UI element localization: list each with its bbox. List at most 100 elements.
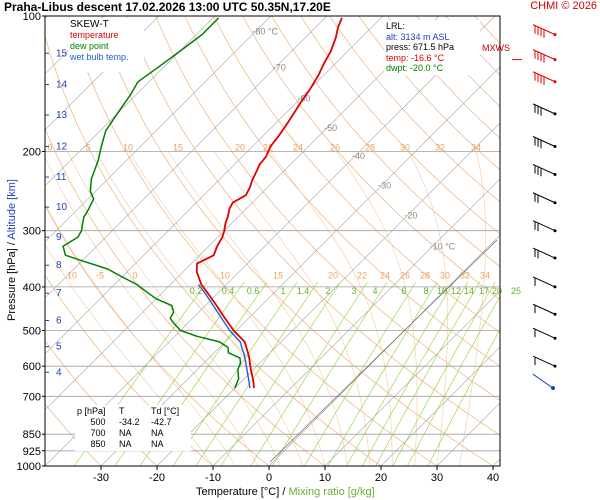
dry-adiabat-line bbox=[242, 16, 500, 300]
wind-barb-staff bbox=[532, 71, 556, 83]
chart-header-title: Praha-Libus descent 17.02.2026 13:00 UTC… bbox=[4, 0, 331, 14]
dry-adiabat-line bbox=[126, 16, 500, 436]
mixing-ratio-label: 8 bbox=[423, 286, 428, 296]
altitude-tick-label: 7 bbox=[56, 288, 62, 299]
table-cell: 850 bbox=[90, 439, 106, 449]
isotherm-line bbox=[45, 16, 496, 466]
dry-adiabat-label: 0 bbox=[47, 142, 52, 152]
isotherm-line bbox=[45, 16, 272, 243]
table-header-row: p [hPa] T Td [°C] bbox=[77, 406, 189, 417]
isotherm-label: -50 bbox=[324, 123, 337, 133]
mixing-ratio-label: 1.4 bbox=[297, 286, 310, 296]
mixing-ratio-label: 3 bbox=[351, 286, 356, 296]
dry-adiabat-line bbox=[358, 16, 500, 171]
moist-adiabat-line bbox=[269, 151, 393, 466]
altitude-tick-label: 12 bbox=[56, 142, 68, 153]
series-line-dew-point bbox=[62, 17, 242, 389]
wind-barb-staff bbox=[532, 327, 556, 339]
pressure-tick-label: 700 bbox=[23, 391, 41, 403]
mixing-ratio-line bbox=[250, 281, 368, 466]
pressure-tick-label: 100 bbox=[23, 11, 41, 23]
dry-adiabat-label: 0 bbox=[132, 270, 137, 280]
reference-diagonal bbox=[269, 239, 498, 463]
altitude-tick-label: 5 bbox=[56, 342, 62, 353]
copyright-label: CHMI © 2026 bbox=[530, 0, 597, 12]
mxws-label: MXWS bbox=[482, 43, 510, 53]
legend-title: SKEW-T bbox=[70, 19, 109, 30]
mixing-ratio-label: 0.4 bbox=[222, 286, 235, 296]
mixing-ratio-line bbox=[172, 281, 298, 466]
mixing-ratio-line bbox=[272, 281, 388, 466]
pressure-tick-label: 300 bbox=[23, 226, 41, 238]
x-axis-separator: / bbox=[282, 486, 289, 498]
dry-adiabat-label: 32 bbox=[435, 142, 445, 152]
chart-axes: 0.2 0.4 0.6 1 1.4 2 3 4 6 8 10 12 14 17 20 25-30 -20 -10 0… bbox=[17, 11, 521, 484]
isotherm-label: -80 °C bbox=[252, 27, 278, 37]
altitude-tick-label: 8 bbox=[56, 260, 62, 271]
mixing-ratio-line bbox=[407, 295, 500, 466]
dry-adiabat-line bbox=[562, 16, 600, 476]
wind-barb-staff bbox=[532, 192, 556, 204]
wind-barb-point bbox=[553, 312, 557, 316]
wind-barb-point bbox=[553, 145, 557, 149]
chart-legend: SKEW-T temperature dew point wet bulb te… bbox=[68, 18, 144, 72]
dry-adiabat-label: 28 bbox=[420, 270, 430, 280]
dry-adiabat-label: 15 bbox=[173, 142, 183, 152]
wind-barb-point bbox=[553, 80, 557, 84]
series-line-wet-bulb-temp bbox=[197, 284, 251, 389]
mixing-ratio-line bbox=[427, 328, 500, 466]
dry-adiabat-label: 10 bbox=[220, 270, 230, 280]
x-axis-title: Temperature [°C] / Mixing ratio [g/kg] bbox=[196, 486, 375, 498]
x-tick-label: 30 bbox=[431, 472, 443, 484]
isotherm-line bbox=[380, 346, 500, 466]
isotherm-label: -10 °C bbox=[430, 241, 456, 251]
pressure-tick-label: 850 bbox=[23, 429, 41, 441]
plot-frame bbox=[44, 15, 501, 467]
isotherm-label: -30 bbox=[378, 181, 391, 191]
dry-adiabat-line bbox=[387, 16, 500, 139]
dry-adiabat-label: 34 bbox=[471, 142, 481, 152]
mixing-ratio-label: 14 bbox=[464, 286, 474, 296]
legend-item-temperature: temperature bbox=[70, 30, 119, 40]
dry-adiabat-label: 10 bbox=[123, 142, 133, 152]
x-tick-label: -10 bbox=[205, 472, 221, 484]
dry-adiabat-label: 30 bbox=[400, 142, 410, 152]
pressure-tick-label: 925 bbox=[23, 446, 41, 458]
dry-adiabat-label: 20 bbox=[328, 270, 338, 280]
table-cell: 700 bbox=[90, 428, 106, 438]
table-header-cell: T bbox=[119, 406, 125, 416]
table-cell: NA bbox=[151, 428, 164, 438]
dry-adiabat-label: 22 bbox=[357, 270, 367, 280]
wind-barb-staff bbox=[532, 103, 556, 115]
wind-barb-point bbox=[553, 201, 557, 205]
dry-adiabat-label: 15 bbox=[273, 270, 283, 280]
dry-adiabat-line bbox=[300, 16, 500, 235]
wind-barb-staff bbox=[532, 303, 556, 315]
table-header-cell: Td [°C] bbox=[151, 406, 180, 416]
moist-adiabat-line bbox=[459, 151, 486, 466]
mixing-ratio-label: 1 bbox=[280, 286, 285, 296]
legend-item-wet-bulb: wet bulb temp. bbox=[70, 52, 129, 62]
x-tick-label: -20 bbox=[149, 472, 165, 484]
wind-barb-staff bbox=[532, 24, 556, 36]
wind-barb-point bbox=[553, 229, 557, 233]
table-row: 850 NA NA bbox=[77, 439, 189, 450]
table-row: 700 NA NA bbox=[77, 428, 189, 439]
y-axis-label-pressure: Pressure [hPa] bbox=[6, 248, 18, 321]
altitude-tick-label: 9 bbox=[56, 232, 62, 243]
mixing-ratio-label: 20 bbox=[492, 286, 502, 296]
dry-adiabat-line bbox=[184, 16, 500, 367]
mixing-ratio-label: 25 bbox=[511, 286, 521, 296]
lrl-altitude: alt: 3134 m ASL bbox=[386, 31, 450, 42]
wind-barb-staff bbox=[532, 164, 556, 175]
mixing-ratio-line bbox=[361, 281, 468, 466]
wind-barb-point bbox=[553, 364, 557, 368]
x-axis-label-mixing-ratio: Mixing ratio [g/kg] bbox=[288, 486, 375, 498]
data-table: p [hPa] T Td [°C] 500 -34.2 -42.7 700 NA… bbox=[75, 405, 191, 451]
wind-barb-staff bbox=[532, 373, 554, 389]
x-tick-label: -30 bbox=[93, 472, 109, 484]
mixing-ratio-line bbox=[346, 281, 455, 466]
x-axis-label-temperature: Temperature [°C] bbox=[196, 486, 280, 498]
